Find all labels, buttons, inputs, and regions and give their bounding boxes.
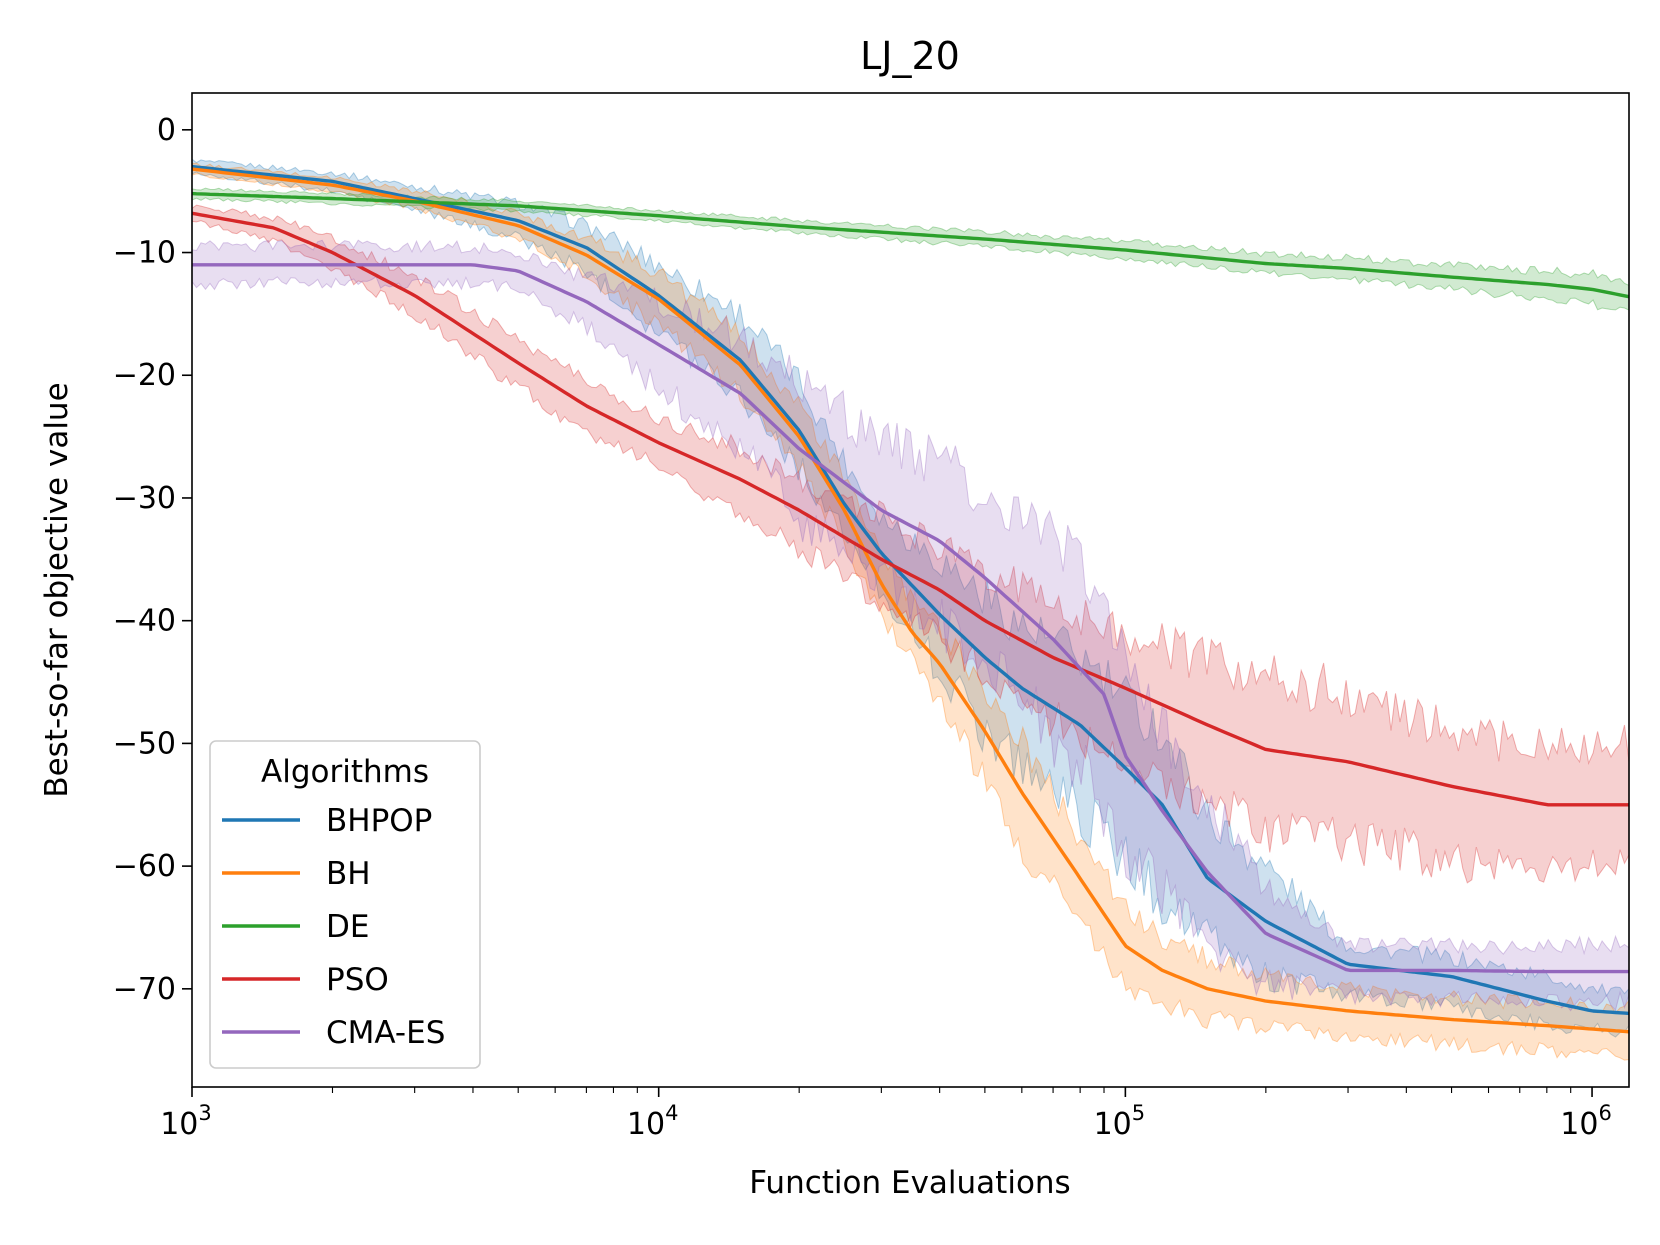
legend-label-bh: BH bbox=[326, 856, 371, 892]
series-lines bbox=[191, 164, 1630, 1034]
x-tick-label: 104 bbox=[627, 1101, 679, 1142]
legend-box bbox=[209, 740, 481, 1069]
y-tick-label: −30 bbox=[113, 481, 176, 516]
x-tick-label: 105 bbox=[1094, 1101, 1146, 1142]
plot-frame bbox=[191, 92, 1630, 1088]
y-tick-label: −40 bbox=[113, 604, 176, 639]
y-tick-label: −10 bbox=[113, 236, 176, 271]
x-tick-label: 106 bbox=[1560, 1101, 1612, 1142]
line-cma-es bbox=[192, 263, 1629, 974]
y-tick-label: −20 bbox=[113, 358, 176, 393]
legend-items: BHPOP BH DE PSO CMA-ES bbox=[222, 803, 445, 1051]
legend-label-bhpop: BHPOP bbox=[326, 803, 432, 839]
y-tick-label: 0 bbox=[157, 113, 176, 148]
x-tick-label: 103 bbox=[160, 1101, 212, 1142]
y-axis-label: Best-so-far objective value bbox=[39, 382, 75, 797]
x-axis: 103 104 105 106 bbox=[160, 1087, 1612, 1142]
line-pso bbox=[191, 211, 1629, 807]
legend-label-de: DE bbox=[326, 909, 369, 945]
chart-title: LJ_20 bbox=[860, 34, 960, 78]
y-tick-label: −60 bbox=[113, 849, 176, 884]
x-axis-label: Function Evaluations bbox=[749, 1165, 1070, 1201]
y-tick-label: −70 bbox=[113, 972, 176, 1007]
line-bh bbox=[191, 167, 1630, 1034]
legend: Algorithms BHPOP BH DE PSO CMA-ES bbox=[209, 740, 481, 1069]
y-tick-label: −50 bbox=[113, 726, 176, 761]
legend-label-pso: PSO bbox=[326, 962, 389, 998]
y-axis: 0 −10 −20 −30 −40 −50 −60 −70 bbox=[113, 113, 192, 1007]
legend-title: Algorithms bbox=[261, 754, 429, 790]
legend-label-cma-es: CMA-ES bbox=[326, 1015, 445, 1051]
line-de bbox=[191, 191, 1630, 299]
